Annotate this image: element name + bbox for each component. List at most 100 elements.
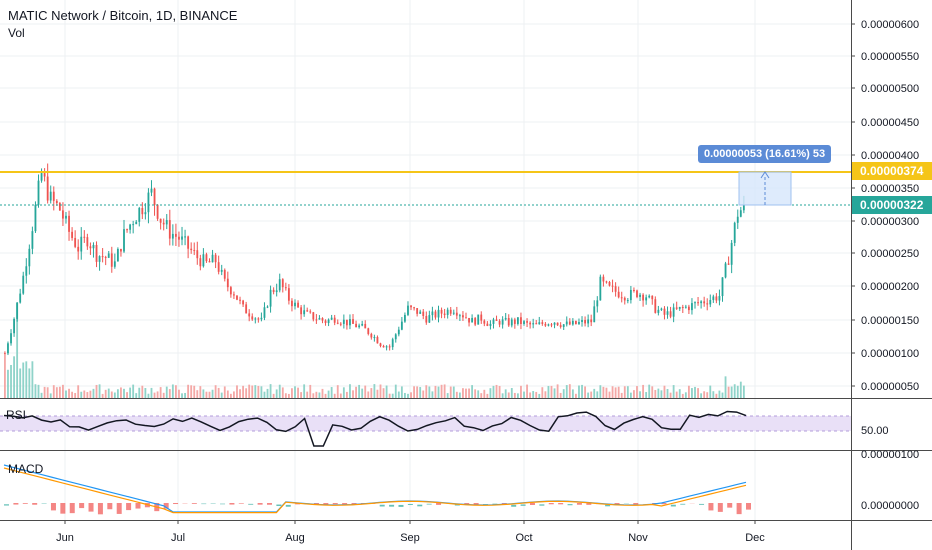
macd-histogram-bar bbox=[464, 503, 470, 505]
candle-body bbox=[89, 246, 92, 249]
volume-bar bbox=[239, 389, 241, 398]
volume-bar bbox=[135, 393, 138, 398]
candle-body bbox=[113, 261, 116, 267]
candle-body bbox=[559, 325, 562, 327]
volume-bar bbox=[474, 389, 477, 398]
volume-bar bbox=[187, 384, 190, 398]
candle-body bbox=[684, 306, 687, 308]
volume-bar bbox=[22, 362, 25, 398]
candle-body bbox=[495, 319, 498, 321]
candle-body bbox=[196, 250, 199, 259]
candle-body bbox=[229, 287, 232, 295]
candle-body bbox=[498, 320, 501, 325]
volume-bar bbox=[544, 391, 547, 398]
volume-bar bbox=[446, 393, 449, 398]
volume-bar bbox=[275, 389, 278, 398]
macd-histogram-bar bbox=[257, 503, 263, 505]
candle-body bbox=[187, 236, 190, 249]
macd-histogram-bar bbox=[699, 503, 705, 505]
candle-body bbox=[571, 320, 574, 325]
price-tick-label: 0.00000400 bbox=[861, 150, 919, 162]
volume-bar bbox=[419, 387, 422, 398]
volume-bar bbox=[129, 387, 132, 398]
volume-bar bbox=[339, 393, 342, 398]
volume-bar bbox=[443, 384, 446, 398]
volume-bar bbox=[617, 386, 620, 398]
volume-bar bbox=[153, 392, 156, 398]
macd-histogram-bar bbox=[548, 503, 554, 505]
volume-bar bbox=[547, 385, 550, 398]
volume-bar bbox=[422, 390, 425, 398]
price-tick-label: 0.00000500 bbox=[861, 83, 919, 95]
measure-label: 0.00000053 (16.61%) 53 bbox=[698, 145, 832, 163]
macd-histogram-bar bbox=[614, 503, 620, 505]
macd-histogram-bar bbox=[417, 504, 423, 507]
volume-bar bbox=[62, 384, 64, 398]
volume-bar bbox=[431, 391, 434, 398]
volume-bar bbox=[171, 384, 174, 398]
candle-body bbox=[584, 320, 586, 324]
candle-body bbox=[278, 279, 281, 291]
volume-bar bbox=[648, 384, 651, 398]
volume-bar bbox=[303, 384, 306, 398]
price-tick-label: 0.00000050 bbox=[861, 381, 919, 393]
volume-bar bbox=[159, 387, 162, 398]
candle-body bbox=[135, 221, 138, 225]
volume-bar bbox=[465, 388, 467, 398]
candle-body bbox=[703, 301, 706, 304]
volume-bar bbox=[165, 386, 168, 398]
volume-bar bbox=[373, 384, 376, 398]
volume-bar bbox=[407, 393, 409, 398]
volume-bar bbox=[700, 393, 703, 398]
volume-bar bbox=[489, 388, 492, 398]
volume-bar bbox=[141, 385, 144, 398]
volume-bar bbox=[730, 386, 733, 398]
volume-bar bbox=[706, 392, 709, 398]
candle-body bbox=[602, 276, 605, 282]
volume-bar bbox=[471, 385, 474, 398]
volume-bar bbox=[691, 388, 693, 398]
candle-body bbox=[410, 305, 412, 308]
candle-body bbox=[455, 312, 458, 316]
candle-body bbox=[211, 254, 214, 263]
price-tick-label: 0.00000250 bbox=[861, 248, 919, 260]
candle-body bbox=[623, 297, 626, 301]
macd-histogram-bar bbox=[107, 503, 113, 510]
candle-body bbox=[294, 302, 296, 307]
candle-body bbox=[254, 318, 257, 320]
volume-bar bbox=[614, 387, 617, 398]
volume-bar bbox=[370, 388, 373, 398]
macd-histogram-bar bbox=[708, 503, 714, 511]
macd-histogram-bar bbox=[135, 503, 141, 509]
volume-bar bbox=[727, 386, 730, 398]
macd-histogram-bar bbox=[116, 503, 122, 514]
volume-bar bbox=[697, 388, 699, 398]
volume-bar bbox=[123, 388, 125, 398]
volume-bar bbox=[120, 387, 122, 398]
price-tick-label: 0.00000450 bbox=[861, 117, 919, 129]
volume-bar bbox=[49, 393, 52, 398]
candle-body bbox=[706, 303, 709, 305]
candle-body bbox=[739, 210, 742, 217]
volume-bar bbox=[675, 391, 678, 398]
volume-bar bbox=[733, 384, 736, 398]
volume-bar bbox=[513, 392, 516, 398]
candle-body bbox=[74, 237, 77, 247]
volume-bar bbox=[678, 389, 681, 398]
candle-body bbox=[236, 295, 238, 300]
candle-body bbox=[239, 299, 241, 301]
volume-bar bbox=[257, 385, 260, 398]
candle-body bbox=[345, 319, 348, 326]
volume-bar bbox=[205, 391, 208, 398]
volume-bar bbox=[425, 385, 428, 398]
volume-bar bbox=[77, 385, 80, 398]
signal-line bbox=[3, 467, 747, 514]
candle-body bbox=[153, 188, 156, 205]
volume-bar bbox=[742, 385, 745, 398]
candle-body bbox=[184, 236, 186, 238]
volume-bar bbox=[89, 390, 92, 398]
price-tick-label: 0.00000350 bbox=[861, 183, 919, 195]
candle-body bbox=[303, 310, 306, 315]
volume-bar bbox=[684, 392, 687, 398]
